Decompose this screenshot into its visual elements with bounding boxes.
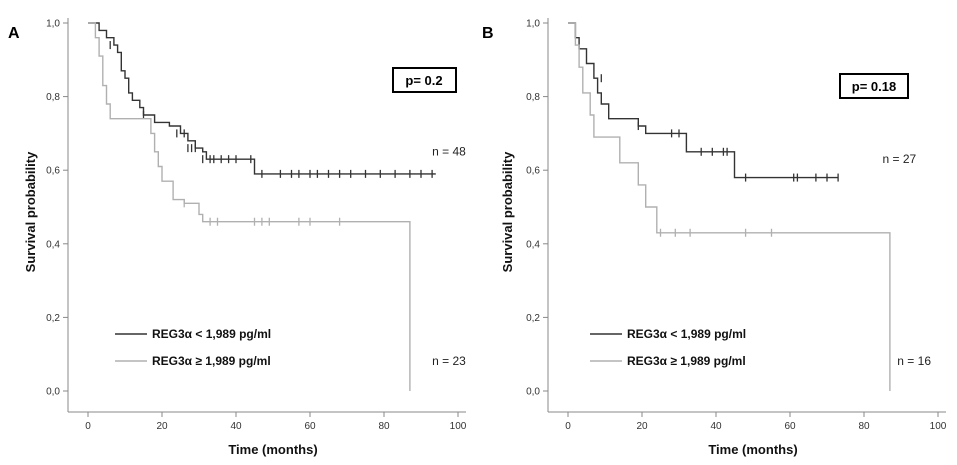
- survival-curve-high: [88, 22, 411, 391]
- y-tick-label: 0,6: [526, 166, 540, 177]
- p-value: p= 0.18: [852, 79, 896, 94]
- y-tick-label: 1,0: [526, 19, 540, 30]
- x-tick-label: 100: [930, 421, 947, 432]
- legend: REG3α < 1,989 pg/ml REG3α ≥ 1,989 pg/ml: [590, 327, 746, 368]
- panel-a: A Survival probability Time (months) p= …: [8, 18, 467, 457]
- x-tick-label: 60: [304, 421, 316, 432]
- y-axis-title: Survival probability: [23, 151, 38, 272]
- y-tick-label: 0,6: [46, 166, 60, 177]
- y-axis-title: Survival probability: [500, 151, 515, 272]
- legend-label-low: REG3α < 1,989 pg/ml: [627, 327, 746, 341]
- legend-label-high: REG3α ≥ 1,989 pg/ml: [152, 354, 271, 368]
- survival-curve-high: [568, 22, 891, 391]
- y-tick-label: 0,2: [46, 313, 60, 324]
- panel-b: B Survival probability Time (months) p= …: [482, 18, 947, 457]
- n-label: n = 27: [883, 152, 917, 166]
- x-tick-label: 20: [156, 421, 168, 432]
- x-axis-title: Time (months): [228, 442, 317, 457]
- survival-curve-low: [568, 22, 839, 179]
- y-tick-label: 0,0: [46, 387, 60, 398]
- n-label: n = 23: [432, 354, 466, 368]
- y-tick-label: 1,0: [46, 19, 60, 30]
- x-tick-label: 40: [710, 421, 722, 432]
- n-label: n = 16: [897, 354, 931, 368]
- x-tick-label: 0: [565, 421, 571, 432]
- x-tick-label: 100: [450, 421, 467, 432]
- y-tick-label: 0,4: [526, 239, 540, 250]
- p-value-box: [839, 73, 909, 99]
- y-tick-label: 0,0: [526, 387, 540, 398]
- panel-letter: A: [8, 25, 20, 42]
- x-tick-label: 0: [85, 421, 91, 432]
- legend-label-low: REG3α < 1,989 pg/ml: [152, 327, 271, 341]
- y-tick-label: 0,8: [46, 92, 60, 103]
- y-tick-label: 0,2: [526, 313, 540, 324]
- x-tick-label: 60: [784, 421, 796, 432]
- n-label: n = 48: [432, 144, 466, 158]
- x-axis-title: Time (months): [708, 442, 797, 457]
- panel-letter: B: [482, 25, 494, 42]
- x-tick-label: 40: [230, 421, 242, 432]
- p-value: p= 0.2: [405, 73, 442, 88]
- p-value-box: [392, 67, 457, 93]
- x-tick-label: 80: [858, 421, 870, 432]
- y-tick-label: 0,8: [526, 92, 540, 103]
- legend: REG3α < 1,989 pg/ml REG3α ≥ 1,989 pg/ml: [115, 327, 271, 368]
- x-tick-label: 80: [378, 421, 390, 432]
- legend-label-high: REG3α ≥ 1,989 pg/ml: [627, 354, 746, 368]
- survival-curve-low: [88, 22, 436, 175]
- y-tick-label: 0,4: [46, 239, 60, 250]
- x-tick-label: 20: [636, 421, 648, 432]
